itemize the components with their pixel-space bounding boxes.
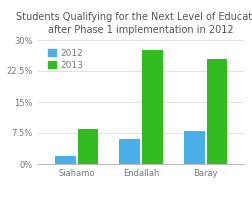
Bar: [55, 156, 76, 164]
Bar: [142, 50, 163, 164]
Bar: [207, 59, 227, 164]
Title: Students Qualifying for the Next Level of Education
after Phase 1 implementation: Students Qualifying for the Next Level o…: [16, 12, 252, 35]
Bar: [119, 139, 140, 164]
Bar: [78, 129, 98, 164]
Legend: 2012, 2013: 2012, 2013: [46, 47, 85, 71]
Bar: [184, 131, 205, 164]
